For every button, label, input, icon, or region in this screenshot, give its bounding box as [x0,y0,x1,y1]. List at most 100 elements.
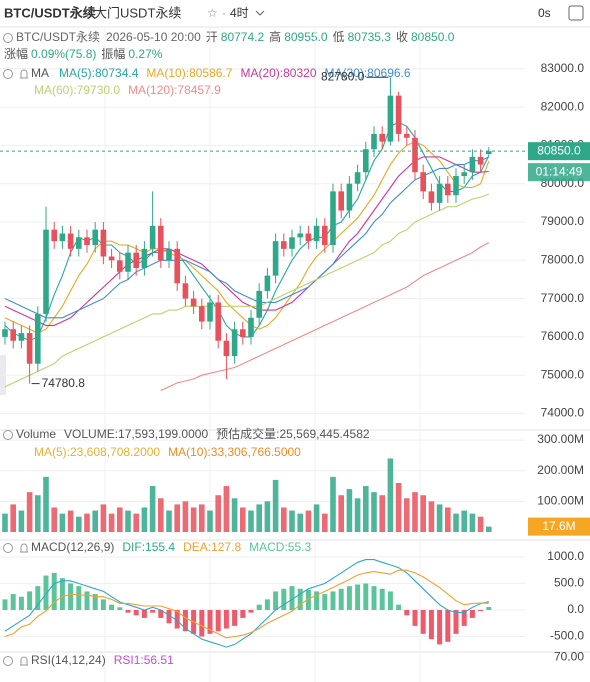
candle-body [141,248,148,268]
volume-bar [412,492,418,532]
candle-body [256,290,262,318]
volume-bar [100,504,107,532]
volume-bar [346,489,353,532]
volume-bar [76,516,82,532]
candle-body [420,172,426,192]
volume-bar [305,510,312,532]
macd-bar [27,591,33,610]
summary: 预估成交量:25,569,445.4582 [216,426,370,441]
separator: · [222,6,226,20]
info-value: 0.27% [128,47,162,61]
interval[interactable]: 4时 [230,6,249,20]
volume-bar [264,501,271,532]
candle-body [26,333,33,364]
macd-bar [166,609,172,624]
macd-bar [437,609,443,645]
macd-bar [35,586,41,610]
y-tick-label: 75000.0 [541,367,585,381]
alert-icon [20,543,28,553]
volume-bar [26,492,33,532]
legend-entry: DIF:155.4 [122,540,175,554]
info-label: 高 [269,29,281,44]
candle-body [223,340,230,357]
volume-bar [84,513,90,532]
collapse-icon [3,69,13,79]
summary: VOLUME:17,593,199.0000 [64,427,208,441]
favorite-icon[interactable]: ☆ [207,6,218,20]
macd-bar [289,586,295,610]
macd-bar [199,609,205,637]
candle-body [190,298,197,307]
candle-body [330,191,336,245]
volume-bar [322,513,328,532]
macd-bar [387,591,393,610]
volume-bar [289,510,295,532]
macd-bar [141,609,147,618]
contract-name[interactable]: 大门USDT永续 [94,5,181,20]
candle-body [108,256,115,261]
volume-bar [92,510,98,532]
candle-body [133,252,139,268]
volume-bar [182,501,189,532]
collapse-icon [3,656,13,666]
y-tick-label: 78000.0 [541,252,585,266]
info-value: 80735.3 [348,30,392,44]
macd-bar [453,609,459,634]
macd-line [4,569,489,639]
candle-body [313,225,320,242]
ma-line [160,242,490,391]
macd-bar [51,572,57,610]
volume-bar [354,498,361,532]
info-label: 开 [206,30,218,44]
legend-entry: MA(60):79730.0 [34,83,120,97]
candle-body [51,229,57,242]
collapse-icon [3,33,13,43]
volume-bar [379,495,385,532]
info-label: 涨幅 [4,46,28,61]
candle-body [395,95,402,134]
macd-bar [223,609,229,629]
volume-bar [313,504,320,532]
macd-bar [240,609,246,618]
info-value: 80774.2 [221,30,265,44]
volume-bar [330,476,336,532]
legend-entry: MA(5):80734.4 [59,66,139,80]
volume-bar [149,486,156,532]
candle-body [231,329,238,357]
alert-icon [20,656,28,666]
macd-bar [363,583,369,610]
volume-bar [174,504,180,532]
macd-bar [264,599,270,610]
macd-bar [281,588,287,610]
candle-body [10,329,16,341]
volume-bar [420,495,426,532]
volume-bar [59,513,66,532]
macd-bar [379,588,385,610]
volume-bar [199,504,205,532]
candle-body [404,133,410,138]
macd-bar [273,591,279,610]
candle-body [43,229,49,314]
macd-bar [68,583,74,610]
settings-icon[interactable] [568,5,584,21]
countdown-box [528,163,590,182]
last-volume-box [528,517,590,536]
candle-body [322,225,328,245]
legend-entry: DEA:127.8 [183,540,241,554]
macd-bar [346,586,352,610]
volume-bar [272,479,279,532]
volume-bar [445,507,451,532]
candle-body [84,237,90,245]
panel-legend: Volume VOLUME:17,593,199.0000 预估成交量:25,569… [16,426,370,441]
symbol[interactable]: BTC/USDT永续 [4,5,96,20]
macd-bar [338,588,344,610]
interval-chevron[interactable] [255,10,265,16]
panel-legend: MA(5):23,608,708.2000 MA(10):33,306,766.5… [34,445,301,459]
candle-body [371,133,377,150]
macd-bar [445,609,451,642]
ma-line [4,140,490,334]
volume-bar [248,510,254,532]
info-row: 涨幅 0.09%(75.8) 振幅 0.27% [4,46,163,61]
max-label: 82780.0 [321,69,365,83]
